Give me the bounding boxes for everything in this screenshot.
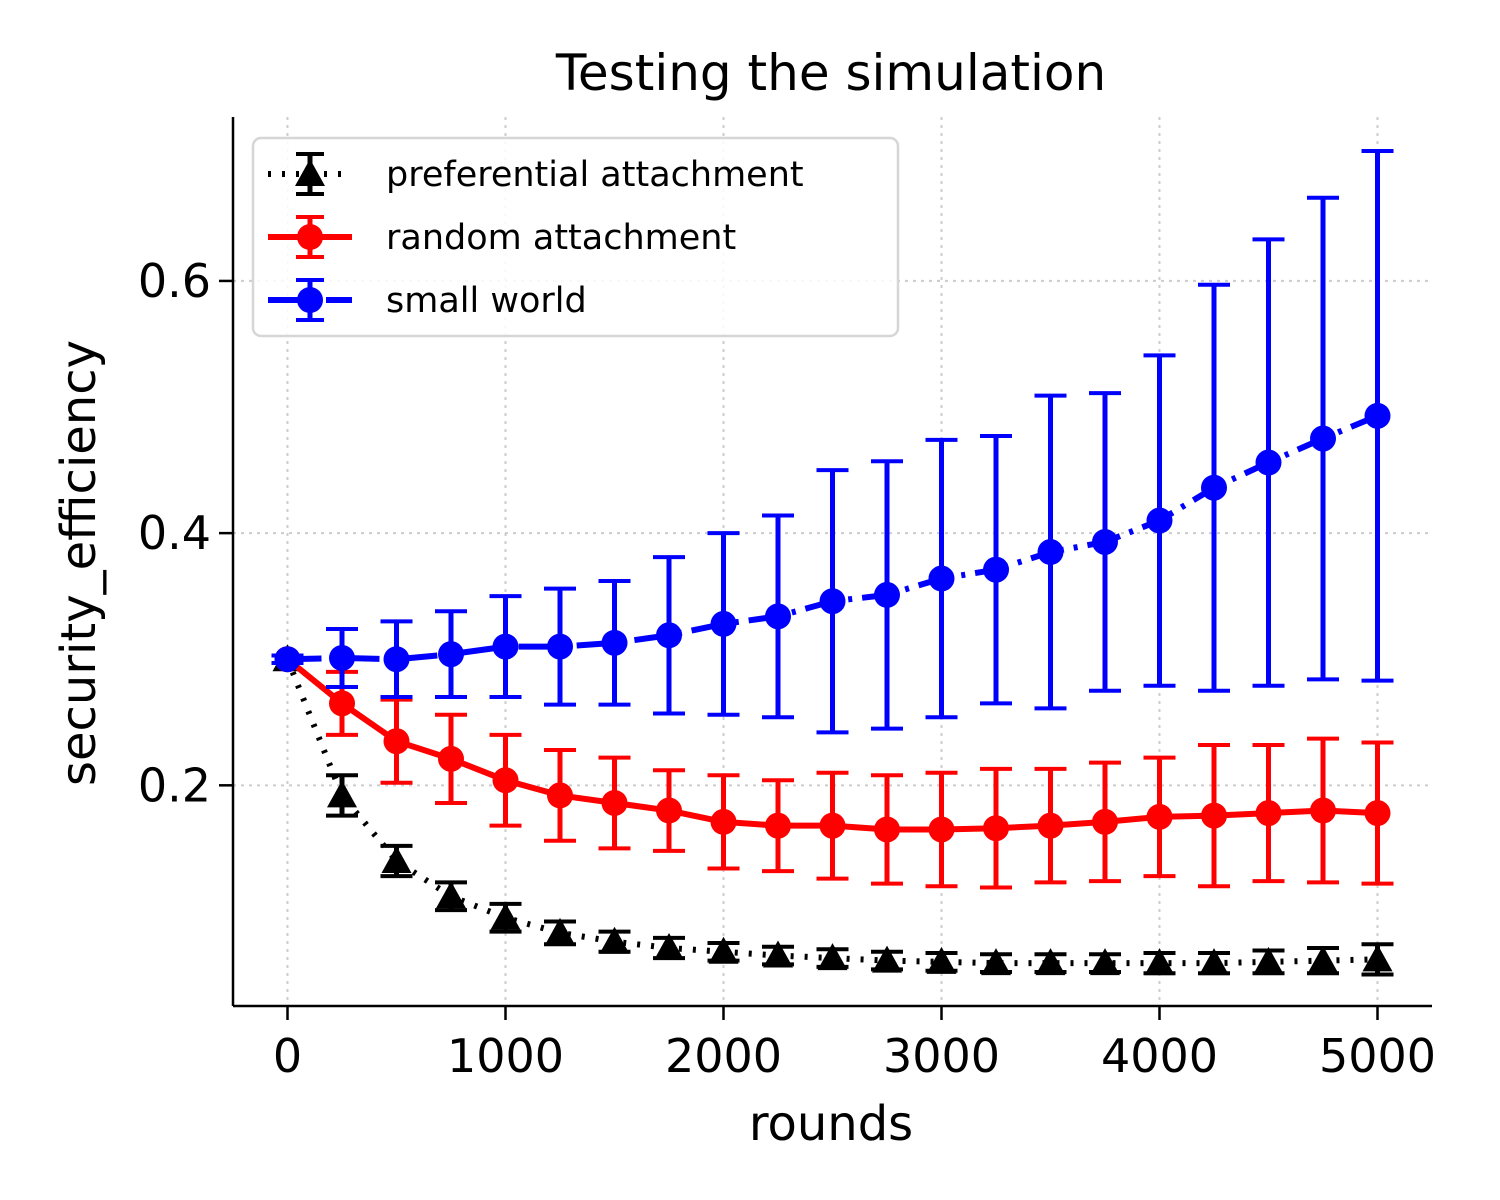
data-point (1362, 944, 1393, 972)
y-tick-label: 0.4 (138, 506, 211, 560)
data-point (601, 789, 628, 816)
data-point (1090, 948, 1120, 976)
data-point (710, 610, 737, 637)
x-tick-label: 5000 (1319, 1029, 1436, 1083)
data-point (1201, 474, 1227, 501)
data-point (1310, 797, 1336, 824)
data-point (381, 845, 412, 873)
data-point (983, 815, 1009, 842)
data-point (1037, 812, 1064, 839)
data-point (1199, 948, 1229, 976)
data-point (438, 641, 464, 668)
data-point (1092, 528, 1118, 555)
x-tick-label: 3000 (883, 1029, 1000, 1083)
legend-marker (295, 159, 325, 186)
legend-marker (297, 287, 323, 313)
x-axis-label: rounds (749, 1096, 913, 1152)
data-point (438, 745, 464, 772)
data-point (817, 943, 848, 971)
y-tick-label: 0.2 (138, 758, 211, 812)
data-point (1255, 449, 1282, 476)
data-point (274, 646, 301, 673)
data-point (327, 780, 357, 808)
data-point (1037, 539, 1064, 566)
chart-title: Testing the simulation (555, 44, 1106, 102)
data-point (1364, 402, 1391, 429)
data-point (601, 629, 628, 656)
data-point (656, 797, 682, 824)
data-point (1364, 800, 1391, 827)
data-point (926, 946, 957, 974)
data-point (1092, 808, 1118, 835)
data-point (656, 622, 682, 649)
data-point (492, 633, 519, 660)
y-axis-label: security_efficiency (51, 340, 107, 786)
legend-box (251, 136, 900, 338)
data-point (981, 948, 1011, 976)
data-point (383, 728, 410, 755)
legend-label: preferential attachment (386, 155, 804, 195)
legend-item-preferential-attachment: preferential attachment (268, 152, 804, 196)
data-point (1253, 946, 1284, 974)
data-point (872, 945, 902, 973)
data-point (819, 588, 846, 615)
data-point (1308, 945, 1338, 973)
x-tick-label: 0 (273, 1029, 302, 1083)
series-small-world (271, 149, 1394, 735)
series-preferential-attachment (271, 644, 1394, 977)
data-point (599, 926, 630, 954)
data-point (710, 808, 737, 835)
data-point (765, 812, 791, 839)
data-point (708, 936, 739, 964)
y-tick-label: 0.6 (138, 254, 211, 308)
data-point (928, 816, 955, 843)
data-point (819, 812, 846, 839)
data-point (1146, 803, 1173, 830)
legend-label: small world (386, 281, 587, 321)
data-point (383, 646, 410, 673)
x-tick-label: 4000 (1101, 1029, 1218, 1083)
data-point (1035, 948, 1066, 976)
series-layer (271, 149, 1394, 977)
x-tick-label: 1000 (447, 1029, 564, 1083)
data-point (654, 932, 684, 960)
data-point (928, 565, 955, 592)
data-point (765, 603, 791, 630)
data-point (763, 940, 793, 968)
data-point (983, 556, 1009, 583)
axes: 0 1000 2000 3000 4000 5000 0.2 0.4 0.6 (138, 117, 1436, 1083)
data-point (545, 917, 575, 945)
legend-item-small-world: small world (268, 278, 587, 322)
data-point (874, 581, 900, 608)
legend-item-random-attachment: random attachment (268, 215, 736, 259)
legend-marker (297, 224, 323, 250)
data-point (1146, 507, 1173, 534)
data-point (329, 644, 355, 671)
legend: preferential attachment random attachment… (251, 136, 900, 338)
data-point (547, 782, 573, 809)
data-point (329, 690, 355, 717)
data-point (1144, 948, 1175, 976)
data-point (1201, 802, 1227, 829)
data-point (1310, 425, 1336, 452)
data-point (492, 767, 519, 794)
x-tick-label: 2000 (665, 1029, 782, 1083)
data-point (547, 633, 573, 660)
data-point (490, 902, 521, 930)
data-point (1255, 800, 1282, 827)
data-point (436, 881, 466, 909)
data-point (874, 816, 900, 843)
legend-label: random attachment (386, 218, 736, 258)
